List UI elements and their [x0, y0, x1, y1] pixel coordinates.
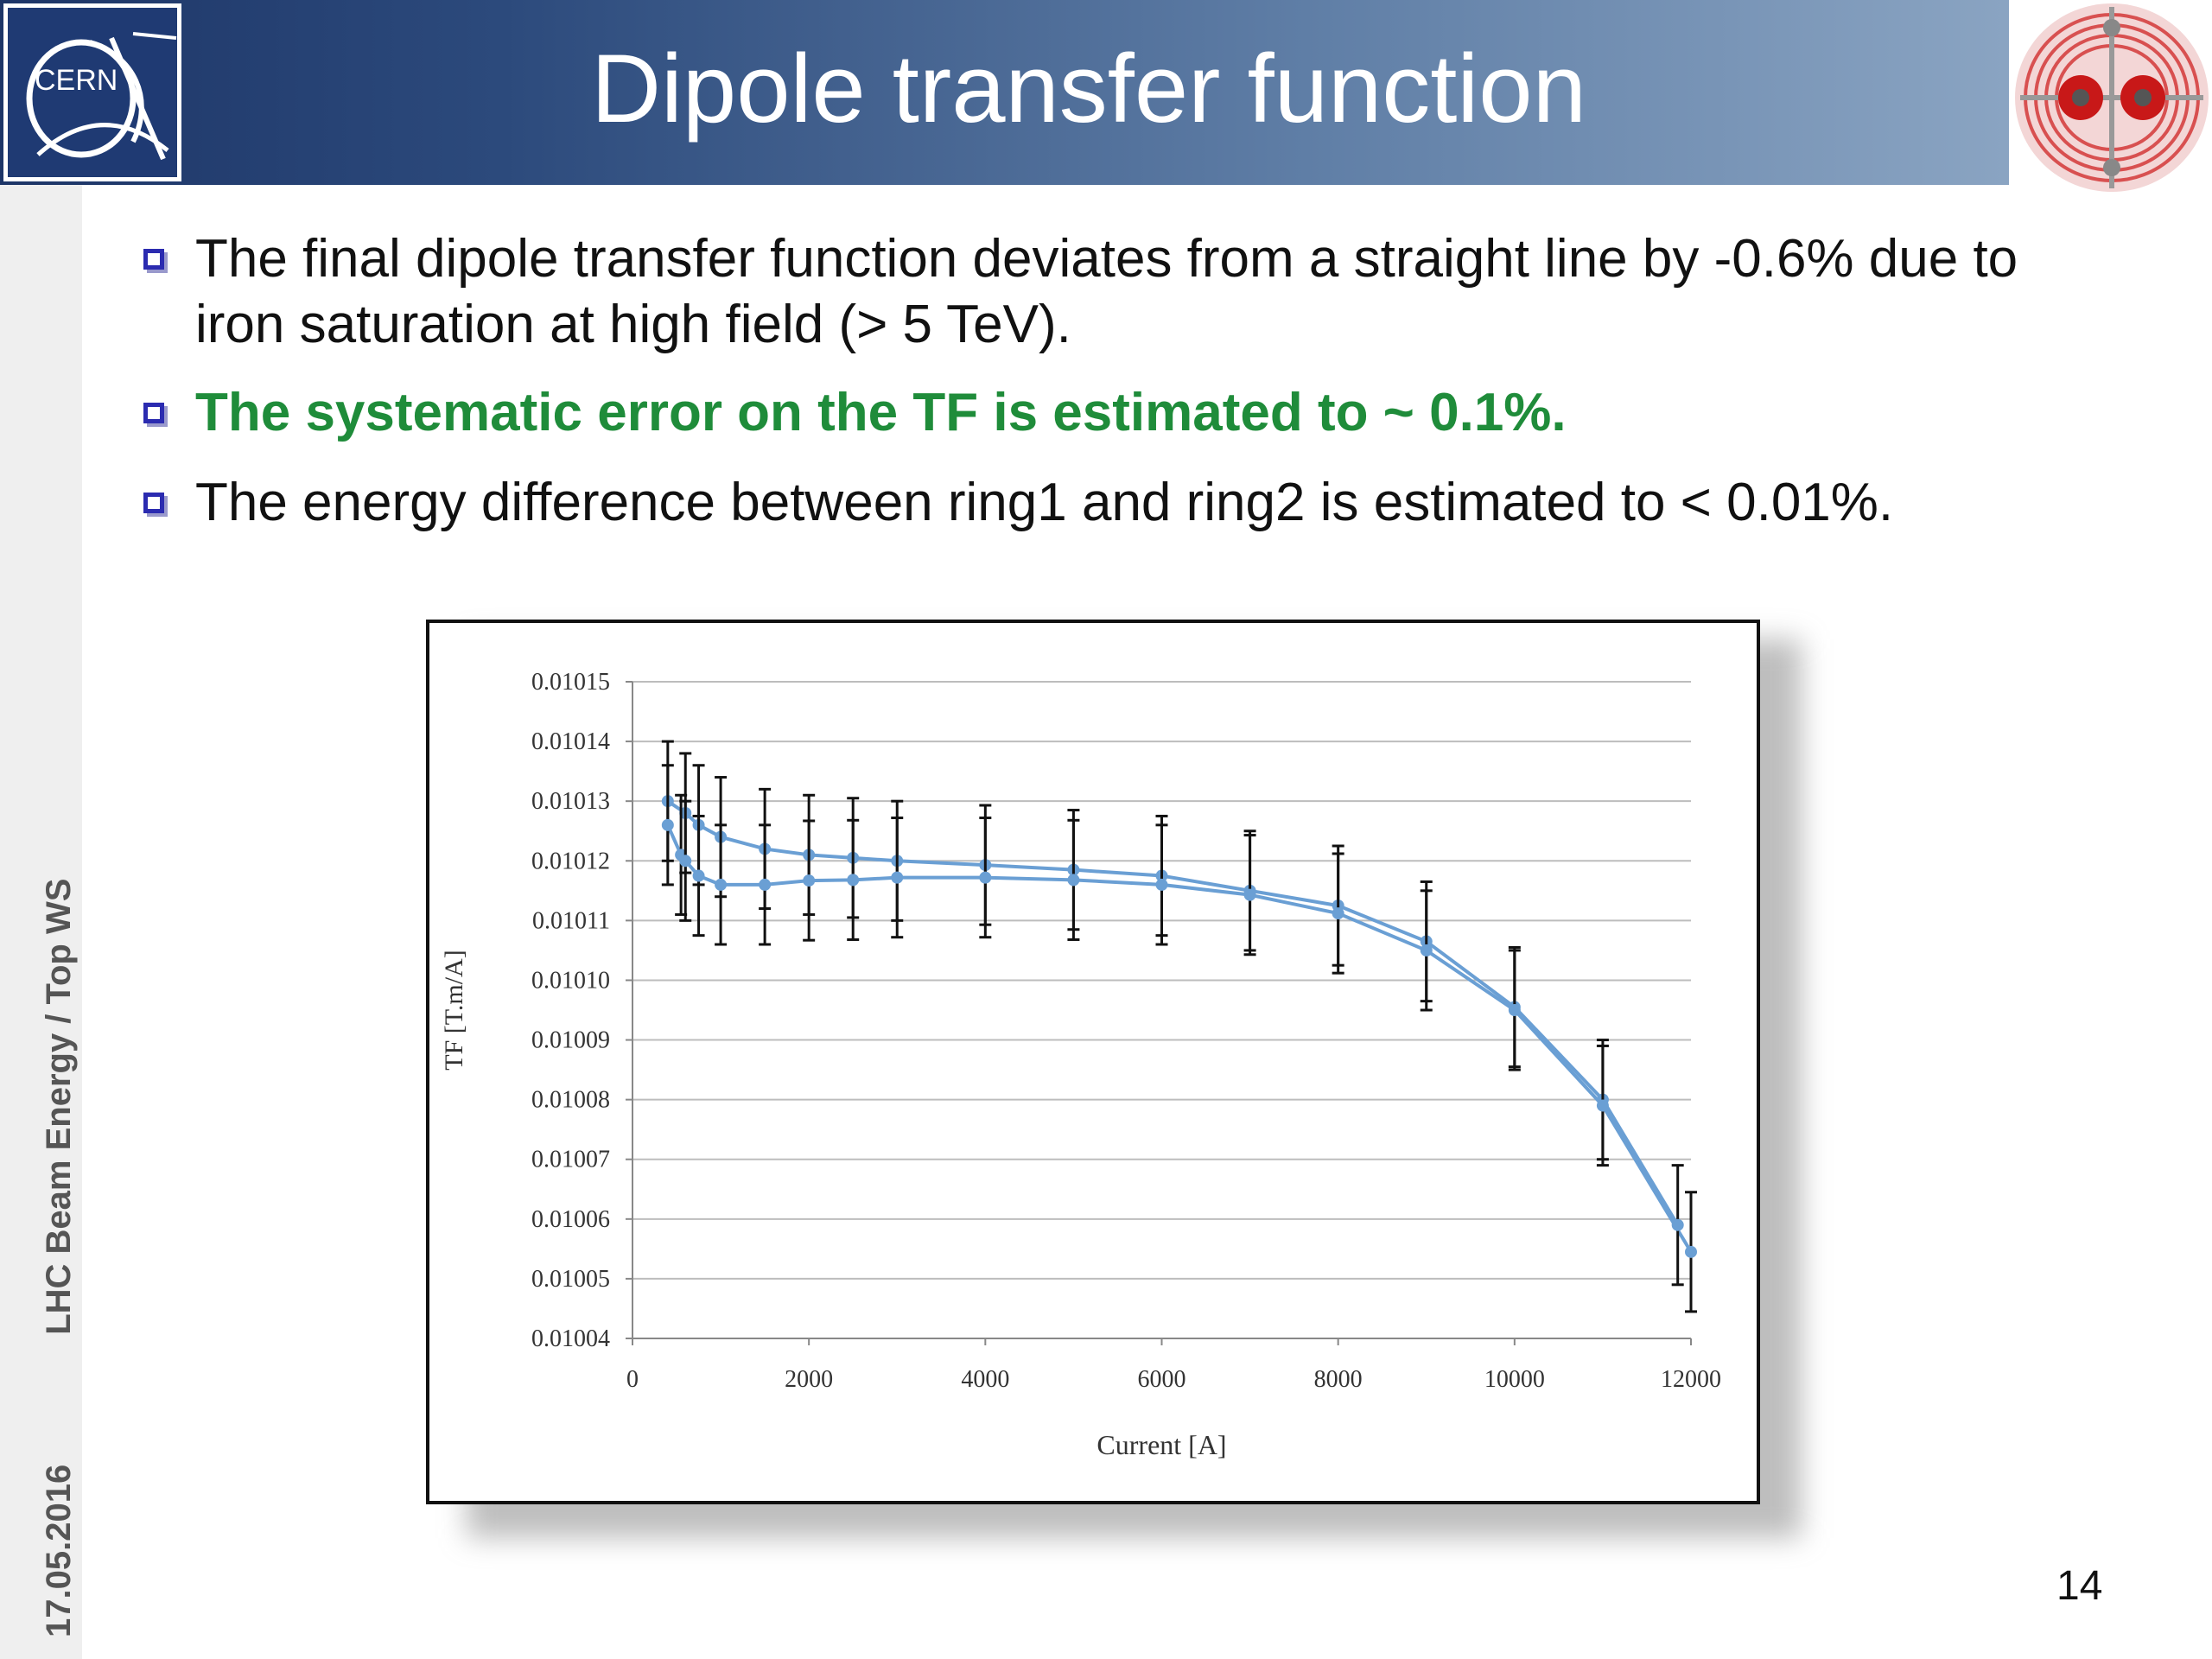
footer-date: 17.05.2016 [40, 1464, 78, 1637]
x-tick-label: 10000 [1484, 1366, 1545, 1393]
y-tick-label: 0.01014 [531, 728, 610, 755]
footer-vertical: 17.05.2016 LHC Beam Energy / Top WS [40, 878, 78, 1637]
footer-event: LHC Beam Energy / Top WS [40, 878, 78, 1335]
series-2-point [1067, 874, 1080, 887]
series-2-point [1508, 1004, 1521, 1016]
series-2-point [1155, 878, 1168, 891]
x-tick-label: 12000 [1661, 1366, 1721, 1393]
y-tick-label: 0.01009 [531, 1027, 610, 1054]
bullet-item: The final dipole transfer function devia… [138, 226, 2091, 358]
series-2-point [847, 874, 860, 887]
y-axis-label: TF [T.m/A] [440, 950, 468, 1070]
x-tick-label: 8000 [1314, 1366, 1363, 1393]
side-bar [0, 185, 82, 1659]
series-2-line [666, 824, 1693, 1253]
y-tick-label: 0.01005 [531, 1266, 610, 1293]
series-2-point [661, 818, 674, 831]
series-2-point [1420, 944, 1433, 957]
y-tick-label: 0.01007 [531, 1147, 610, 1173]
bullet-item: The energy difference between ring1 and … [138, 470, 2091, 536]
series-2-point [891, 871, 904, 884]
slide-title: Dipole transfer function [591, 35, 1586, 143]
x-tick-label: 0 [626, 1366, 639, 1393]
y-tick-label: 0.01004 [531, 1325, 610, 1352]
bullet-item-highlight: The systematic error on the TF is estima… [138, 380, 2091, 446]
x-tick-label: 6000 [1138, 1366, 1186, 1393]
x-tick-label: 2000 [785, 1366, 833, 1393]
y-tick-label: 0.01010 [531, 967, 610, 994]
square-bullet-icon [143, 493, 164, 513]
square-bullet-icon [143, 403, 164, 423]
series-2-point [979, 871, 992, 884]
cern-logo: CERN [3, 3, 181, 181]
y-tick-label: 0.01013 [531, 788, 610, 815]
series-1-line [666, 799, 1680, 1226]
svg-text:CERN: CERN [35, 64, 118, 97]
series-2-point [1332, 907, 1344, 920]
y-tick-label: 0.01011 [532, 907, 610, 934]
title-banner: CERN Dipole transfer function [0, 0, 2009, 185]
square-bullet-icon [143, 249, 164, 270]
series-2-point [1685, 1245, 1697, 1258]
series-1-point [1671, 1218, 1684, 1231]
y-tick-label: 0.01015 [531, 669, 610, 696]
series-2-point [759, 878, 772, 891]
lhc-dipole-logo [2015, 3, 2209, 192]
series-2-point [679, 855, 692, 868]
page-number: 14 [2056, 1563, 2103, 1609]
series-2-point [1243, 888, 1256, 901]
bullet-list: The final dipole transfer function devia… [138, 226, 2091, 536]
chart-frame: 0.01004 0.01005 0.01006 0.01007 0.01008 0.010… [426, 620, 1760, 1504]
series-2-point [692, 869, 705, 882]
series-2-point [803, 874, 816, 887]
y-tick-label: 0.01008 [531, 1087, 610, 1114]
y-tick-label: 0.01006 [531, 1206, 610, 1233]
tf-chart: 0.01004 0.01005 0.01006 0.01007 0.01008 0.010… [440, 669, 1721, 1460]
x-tick-label: 4000 [961, 1366, 1009, 1393]
x-axis-label: Current [A] [1096, 1429, 1226, 1460]
series-2-point [715, 878, 728, 891]
y-tick-label: 0.01012 [531, 848, 610, 874]
series-2-point [1596, 1099, 1609, 1112]
